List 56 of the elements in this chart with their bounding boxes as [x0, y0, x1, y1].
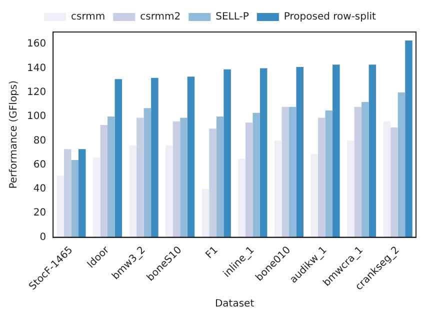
bar	[93, 158, 100, 238]
bar	[129, 145, 137, 238]
bar	[187, 76, 195, 238]
bar	[310, 154, 318, 238]
bar	[288, 106, 296, 238]
bar	[202, 188, 210, 238]
bar	[216, 116, 224, 238]
bar	[144, 108, 152, 238]
bar	[172, 121, 180, 238]
bar	[260, 68, 268, 238]
bar	[383, 121, 391, 238]
y-tick-label: 0	[40, 232, 46, 243]
bar	[224, 69, 231, 238]
bar	[398, 92, 406, 238]
y-tick-label: 140	[26, 62, 46, 74]
bar	[78, 149, 86, 238]
bar	[318, 118, 326, 238]
x-tick-label: F1	[204, 244, 220, 262]
bar	[362, 102, 369, 238]
legend-label: csrmm	[71, 12, 106, 23]
bar	[56, 176, 64, 238]
bar	[166, 145, 173, 238]
legend-label: Proposed row-split	[284, 12, 376, 23]
y-tick-label: 80	[33, 135, 46, 146]
y-axis-title: Performance (GFlops)	[8, 80, 20, 189]
bar	[354, 106, 362, 238]
bar	[238, 158, 246, 238]
bar	[252, 112, 260, 238]
x-axis-title: Dataset	[214, 298, 254, 310]
legend-label: SELL-P	[216, 12, 249, 23]
bar	[347, 140, 354, 238]
bar	[296, 67, 304, 238]
legend-label: csrmm2	[140, 12, 181, 23]
bar	[368, 64, 376, 238]
bar	[100, 124, 108, 238]
bar	[245, 122, 253, 238]
bar	[64, 149, 72, 238]
bar	[108, 116, 115, 238]
bar	[71, 160, 78, 238]
bar	[114, 79, 122, 238]
bar	[332, 64, 340, 238]
y-tick-label: 160	[26, 38, 46, 50]
bar	[180, 118, 188, 238]
bar	[282, 106, 289, 238]
y-tick-label: 60	[33, 159, 46, 170]
y-tick-label: 20	[33, 208, 46, 219]
bar	[325, 110, 333, 238]
bar	[274, 140, 282, 238]
y-tick-label: 100	[26, 111, 46, 122]
bar	[209, 128, 216, 238]
bar	[136, 118, 144, 238]
bar	[151, 78, 158, 238]
y-tick-label: 40	[33, 184, 46, 195]
bar	[405, 40, 412, 238]
bar	[390, 127, 398, 238]
y-tick-label: 120	[26, 86, 46, 98]
